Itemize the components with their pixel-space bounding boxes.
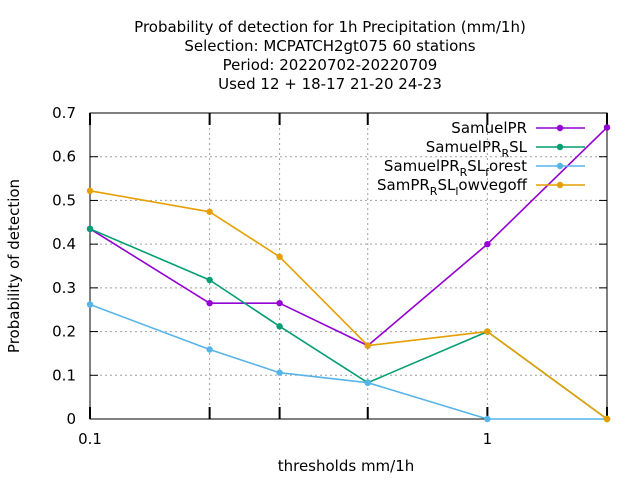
data-point <box>276 299 283 307</box>
title-line: Probability of detection for 1h Precipit… <box>134 18 526 36</box>
y-axis-title: Probability of detection <box>5 179 23 353</box>
data-point <box>484 328 491 335</box>
y-tick-label: 0.5 <box>52 191 76 209</box>
data-point <box>556 181 564 189</box>
data-point <box>206 346 213 353</box>
y-tick-label: 0.6 <box>52 148 76 166</box>
axis-ticks: 00.10.20.30.40.50.60.70.1 1 <box>52 104 608 448</box>
x-tick-label: 0.1 <box>78 430 102 448</box>
series-line <box>89 228 608 420</box>
data-point <box>556 162 564 170</box>
legend: SamuelPRSamuelPRRSLSamuelPRRSLforestSamP… <box>377 119 585 198</box>
data-point <box>206 208 213 215</box>
data-point <box>276 253 283 261</box>
series-2 <box>86 301 611 423</box>
legend-label: SamuelPR <box>451 119 527 137</box>
series-lines <box>86 124 611 423</box>
data-point <box>276 369 283 376</box>
x-tick-label: 1 <box>483 430 493 448</box>
y-tick-label: 0.3 <box>52 279 76 297</box>
data-point <box>556 124 564 132</box>
series-1 <box>86 225 611 423</box>
y-tick-label: 0.7 <box>52 104 76 122</box>
grid <box>90 113 607 419</box>
title-line: Used 12 + 18-17 21-20 24-23 <box>218 75 442 93</box>
legend-entry: SamuelPRRSL <box>426 138 585 160</box>
y-tick-label: 0.1 <box>52 366 76 384</box>
series-line <box>89 303 607 420</box>
series-line <box>89 190 608 420</box>
plot-frame <box>89 112 608 420</box>
legend-entry: SamuelPR <box>451 119 585 137</box>
data-point <box>86 225 94 233</box>
data-point <box>484 240 491 248</box>
legend-label: SamuelPRRSLforest <box>384 157 527 179</box>
data-point <box>603 124 611 131</box>
data-point <box>556 143 564 151</box>
data-point <box>603 415 611 423</box>
data-point <box>206 299 213 307</box>
legend-label: SamuelPRRSL <box>426 138 528 160</box>
data-point <box>484 415 491 423</box>
data-point <box>276 323 283 330</box>
title-line: Selection: MCPATCH2gt075 60 stations <box>184 37 475 55</box>
legend-label: SamPRRSLlowvegoff <box>377 176 528 198</box>
data-point <box>86 187 94 195</box>
data-point <box>364 342 371 349</box>
data-point <box>86 301 94 308</box>
data-point <box>364 379 371 386</box>
y-tick-label: 0.2 <box>52 323 76 341</box>
y-tick-label: 0.4 <box>52 235 76 253</box>
series-3 <box>86 187 611 423</box>
title-line: Period: 20220702-20220709 <box>223 56 438 74</box>
y-tick-label: 0 <box>66 410 76 428</box>
data-point <box>206 276 213 284</box>
chart-title: Probability of detection for 1h Precipit… <box>134 18 526 93</box>
legend-entry: SamPRRSLlowvegoff <box>377 176 585 198</box>
legend-entry: SamuelPRRSLforest <box>384 157 585 179</box>
x-axis-title: thresholds mm/1h <box>278 457 415 475</box>
series-0 <box>86 124 611 349</box>
series-line <box>89 126 608 347</box>
